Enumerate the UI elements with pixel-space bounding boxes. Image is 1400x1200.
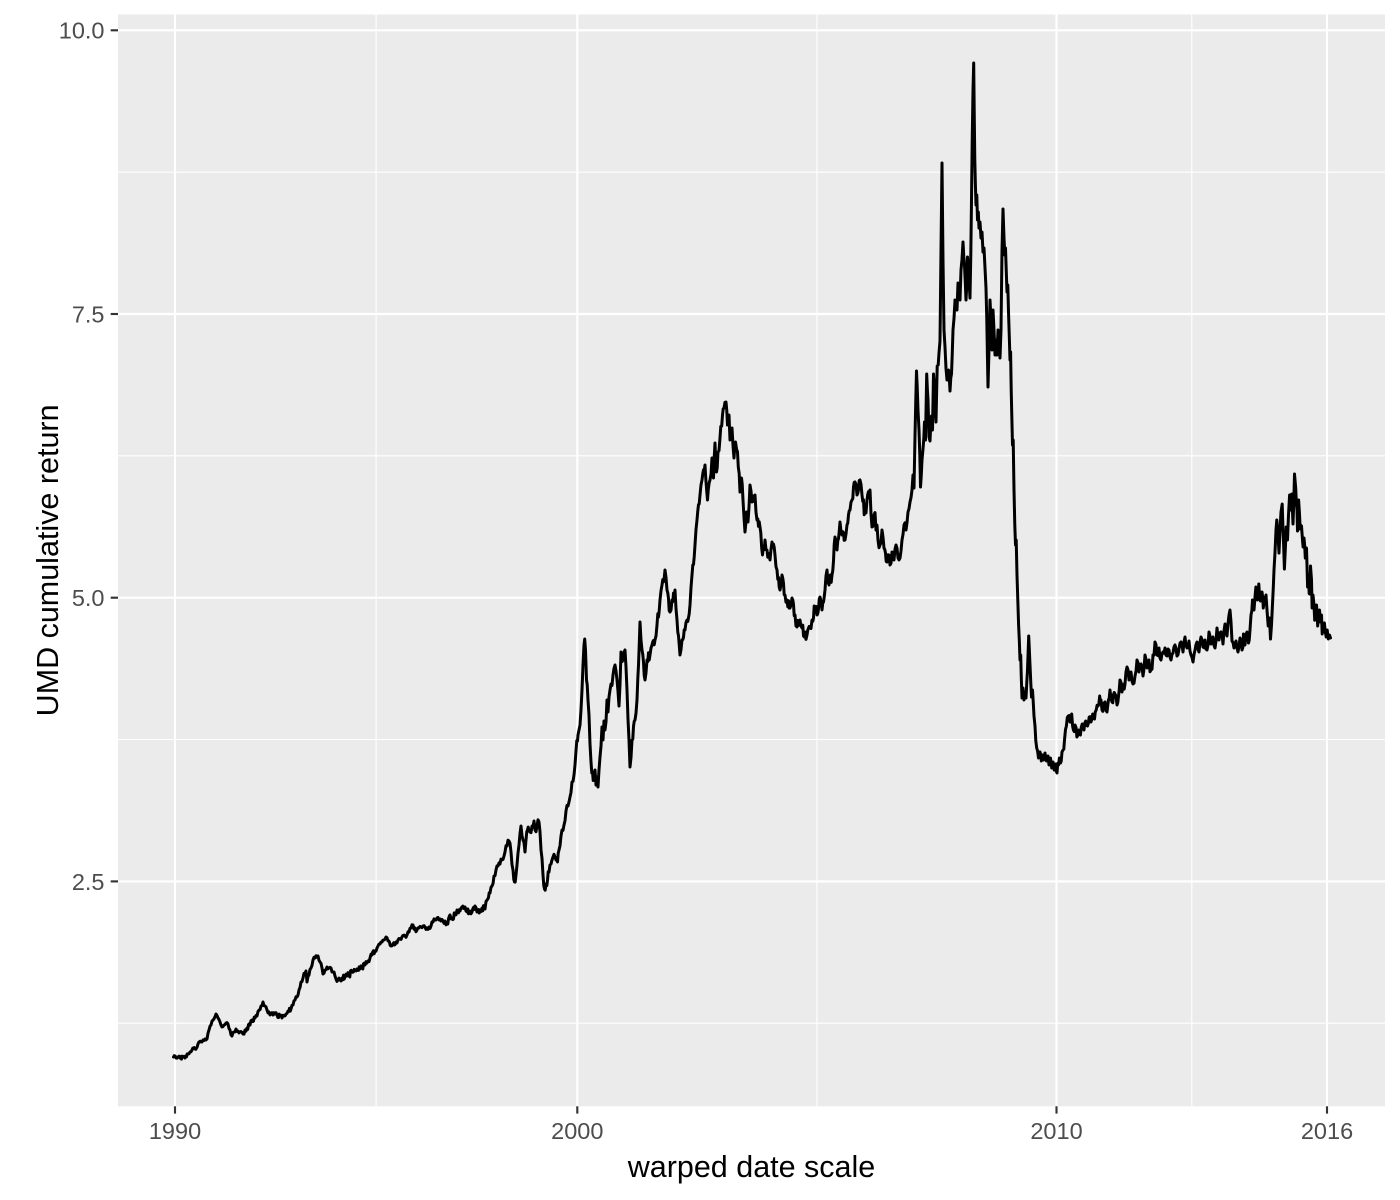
svg-text:1990: 1990 xyxy=(149,1118,201,1144)
svg-text:2.5: 2.5 xyxy=(72,869,105,895)
svg-text:5.0: 5.0 xyxy=(72,585,105,611)
svg-text:7.5: 7.5 xyxy=(72,301,105,327)
svg-text:2016: 2016 xyxy=(1301,1118,1353,1144)
svg-text:warped date scale: warped date scale xyxy=(627,1150,876,1184)
svg-text:2000: 2000 xyxy=(551,1118,603,1144)
svg-text:2010: 2010 xyxy=(1030,1118,1082,1144)
svg-text:UMD cumulative return: UMD cumulative return xyxy=(31,404,65,716)
svg-text:10.0: 10.0 xyxy=(59,18,105,44)
